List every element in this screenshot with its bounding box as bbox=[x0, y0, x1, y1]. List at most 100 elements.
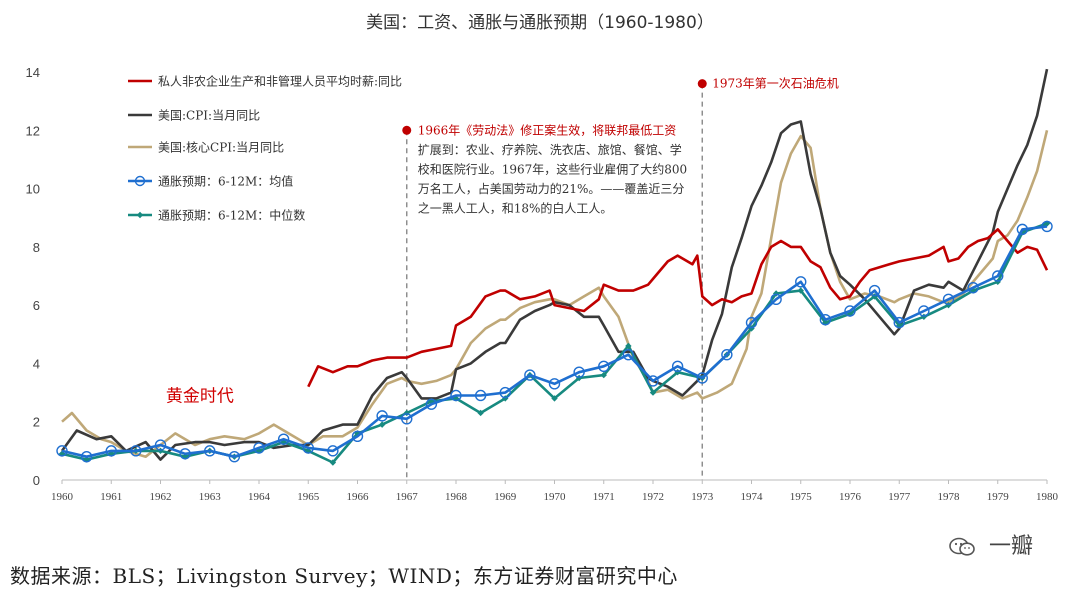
series-point-3 bbox=[499, 386, 511, 399]
series-point-3 bbox=[474, 389, 487, 402]
series-point-3 bbox=[302, 442, 314, 454]
series-point-3 bbox=[425, 398, 438, 410]
legend-label-1: 美国:CPI:当月同比 bbox=[158, 109, 260, 123]
annotation-marker-1973 bbox=[697, 79, 707, 89]
series-point-4 bbox=[181, 453, 189, 460]
legend-marker-3 bbox=[134, 175, 146, 187]
x-tick-label: 1964 bbox=[248, 491, 271, 503]
x-tick-label: 1973 bbox=[691, 491, 714, 503]
series-point-4 bbox=[600, 371, 607, 379]
series-point-3 bbox=[721, 348, 733, 361]
series-point-3 bbox=[327, 445, 339, 457]
series-point-3 bbox=[179, 448, 191, 460]
series-point-3 bbox=[450, 389, 462, 402]
series-point-3 bbox=[819, 314, 832, 326]
watermark: 一瓣 bbox=[948, 528, 1033, 560]
y-tick-label: 8 bbox=[33, 240, 40, 255]
y-tick-label: 4 bbox=[33, 356, 40, 371]
series-point-4 bbox=[157, 447, 164, 455]
series-point-3 bbox=[548, 378, 561, 390]
series-point-3 bbox=[918, 305, 930, 317]
series-point-3 bbox=[745, 316, 758, 329]
series-point-3 bbox=[992, 270, 1004, 282]
series-point-3 bbox=[253, 442, 265, 454]
series-point-3 bbox=[277, 433, 290, 445]
legend-marker-4 bbox=[136, 211, 144, 219]
series-point-4 bbox=[477, 409, 484, 417]
series-point-3 bbox=[967, 281, 979, 294]
x-tick-label: 1972 bbox=[642, 491, 664, 503]
x-tick-label: 1975 bbox=[790, 491, 813, 503]
data-source-note: 数据来源：BLS；Livingston Survey；WIND；东方证券财富研究… bbox=[10, 564, 678, 588]
series-point-3 bbox=[893, 316, 905, 329]
series-point-3 bbox=[228, 450, 241, 463]
series-line-4 bbox=[61, 222, 1048, 464]
series-point-3 bbox=[154, 439, 167, 451]
y-tick-label: 6 bbox=[33, 298, 40, 313]
annotation-text-1966-line: 扩展到：农业、疗养院、洗衣店、旅馆、餐馆、学 bbox=[418, 142, 682, 157]
annotation-text-1966-line: 校和医院行业。1967年，这些行业雇佣了大约800 bbox=[418, 161, 687, 176]
x-tick-label: 1971 bbox=[593, 491, 615, 503]
series-line-3 bbox=[61, 225, 1048, 459]
series-point-3 bbox=[105, 445, 117, 457]
annotation-text-1966-line: 万名工人，占美国劳动力的21%。——覆盖近三分 bbox=[418, 181, 685, 196]
x-tick-label: 1967 bbox=[396, 491, 419, 503]
x-tick-label: 1963 bbox=[199, 491, 222, 503]
annotation-text-1966-line: 之一黑人工人，和18%的白人工人。 bbox=[418, 200, 613, 215]
series-point-3 bbox=[598, 360, 610, 373]
series-line-0 bbox=[307, 228, 1049, 388]
x-tick-label: 1976 bbox=[839, 491, 862, 503]
x-tick-label: 1965 bbox=[297, 491, 320, 503]
chart-title: 美国：工资、通胀与通胀预期（1960-1980） bbox=[366, 13, 714, 33]
series-point-3 bbox=[204, 445, 216, 457]
annotation-text-1966-line: 1966年《劳动法》修正案生效，将联邦最低工资 bbox=[418, 122, 677, 137]
series-point-4 bbox=[378, 421, 386, 428]
y-tick-label: 0 bbox=[33, 473, 40, 488]
series-point-3 bbox=[376, 410, 388, 422]
series-point-3 bbox=[573, 366, 585, 378]
legend-label-4: 通胀预期：6-12M：中位数 bbox=[158, 208, 305, 223]
legend-label-3: 通胀预期：6-12M：均值 bbox=[158, 174, 293, 189]
series-point-3 bbox=[1041, 220, 1053, 233]
x-tick-label: 1969 bbox=[494, 491, 517, 503]
y-tick-label: 12 bbox=[26, 123, 40, 138]
series-point-3 bbox=[647, 375, 659, 387]
x-tick-label: 1966 bbox=[347, 491, 370, 503]
series-point-4 bbox=[625, 342, 632, 350]
legend-label-0: 私人非农企业生产和非管理人员平均时薪:同比 bbox=[158, 74, 402, 89]
series-point-3 bbox=[524, 369, 536, 381]
series-point-3 bbox=[351, 430, 364, 442]
series-point-3 bbox=[795, 276, 807, 288]
series-line-2 bbox=[61, 129, 1049, 459]
series-point-3 bbox=[770, 293, 782, 306]
series-point-3 bbox=[942, 293, 955, 306]
legend-label-2: 美国:核心CPI:当月同比 bbox=[158, 141, 284, 155]
series-point-4 bbox=[551, 395, 558, 402]
series-point-3 bbox=[671, 360, 684, 373]
x-tick-label: 1970 bbox=[544, 491, 567, 503]
x-tick-label: 1968 bbox=[445, 491, 468, 503]
wechat-icon bbox=[949, 537, 975, 556]
series-point-4 bbox=[329, 459, 337, 466]
series-point-4 bbox=[797, 287, 804, 294]
series-point-3 bbox=[80, 450, 93, 463]
series-point-3 bbox=[1016, 223, 1029, 236]
x-tick-label: 1960 bbox=[51, 491, 74, 503]
x-tick-label: 1977 bbox=[888, 491, 911, 503]
y-tick-label: 2 bbox=[33, 415, 40, 430]
series-point-3 bbox=[130, 445, 142, 457]
x-tick-label: 1980 bbox=[1036, 491, 1059, 503]
series-point-3 bbox=[696, 372, 708, 384]
x-tick-label: 1962 bbox=[150, 491, 172, 503]
series-point-3 bbox=[868, 284, 881, 297]
x-tick-label: 1978 bbox=[938, 491, 961, 503]
series-point-4 bbox=[649, 389, 657, 396]
series-point-3 bbox=[401, 413, 413, 425]
x-tick-label: 1974 bbox=[741, 491, 764, 503]
series-point-3 bbox=[56, 445, 68, 457]
annotation-text-1973: 1973年第一次石油危机 bbox=[712, 77, 839, 91]
golden-age-label: 黄金时代 bbox=[166, 386, 234, 406]
watermark-text: 一瓣 bbox=[989, 534, 1034, 559]
y-tick-label: 14 bbox=[26, 65, 40, 80]
